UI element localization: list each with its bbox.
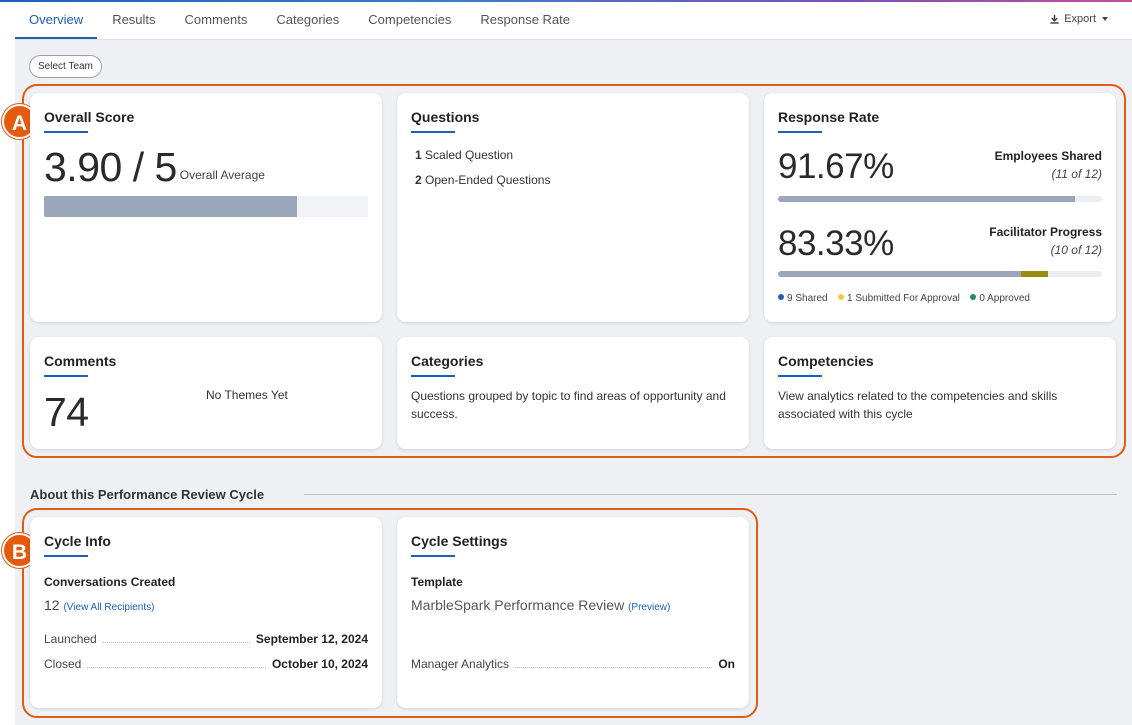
- response-legend: 9 Shared 1 Submitted For Approval 0 Appr…: [778, 288, 1036, 306]
- legend-label: 1 Submitted For Approval: [847, 293, 960, 304]
- question-item: 1 Scaled Question: [415, 148, 513, 162]
- legend-label: 0 Approved: [979, 293, 1030, 304]
- legend-dot: [970, 294, 977, 300]
- employees-shared-bar: [778, 196, 1102, 202]
- employees-shared-bar-fill: [778, 196, 1075, 202]
- about-section-heading: About this Performance Review Cycle: [30, 487, 265, 502]
- card-title: Cycle Settings: [411, 533, 508, 549]
- dotted-leader: [102, 642, 250, 643]
- legend-label: 9 Shared: [787, 293, 828, 304]
- card-title: Cycle Info: [44, 533, 111, 549]
- select-team-button[interactable]: Select Team: [29, 55, 102, 78]
- title-underline: [411, 375, 455, 377]
- competencies-card[interactable]: Competencies View analytics related to t…: [764, 337, 1116, 449]
- chevron-down-icon: [1102, 17, 1108, 21]
- top-accent-line: [0, 0, 1132, 2]
- legend-item-shared: 9 Shared: [778, 293, 828, 304]
- employees-shared-label: Employees Shared: [994, 149, 1102, 163]
- tab-categories[interactable]: Categories: [276, 12, 340, 27]
- question-count: 1: [415, 148, 422, 162]
- title-underline: [778, 131, 822, 133]
- facilitator-progress-percent: 83.33%: [778, 224, 894, 263]
- manager-analytics-label: Manager Analytics: [411, 657, 510, 671]
- template-label: Template: [411, 575, 463, 589]
- card-title: Questions: [411, 109, 480, 125]
- categories-card[interactable]: Categories Questions grouped by topic to…: [397, 337, 749, 449]
- launched-label: Launched: [44, 632, 97, 646]
- question-label: Scaled Question: [425, 148, 514, 162]
- card-title: Comments: [44, 353, 117, 369]
- comments-count: 74: [44, 389, 89, 435]
- tab-results[interactable]: Results: [112, 12, 156, 27]
- closed-row: Closed October 10, 2024: [44, 657, 368, 671]
- main-content: Select Team A Overall Score 3.90 / 5 Ove…: [2, 40, 1132, 725]
- title-underline: [44, 131, 88, 133]
- top-tab-bar: Overview Results Comments Categories Com…: [15, 2, 1132, 40]
- legend-item-submitted: 1 Submitted For Approval: [838, 293, 960, 304]
- cycle-settings-card: Cycle Settings Template MarbleSpark Perf…: [397, 517, 749, 708]
- conversations-count: 12: [44, 597, 60, 613]
- title-underline: [411, 555, 455, 557]
- facilitator-progress-bar: [778, 271, 1102, 277]
- competencies-description: View analytics related to the competenci…: [778, 389, 1058, 421]
- score-bar-track: [44, 196, 368, 217]
- comments-card[interactable]: Comments 74 No Themes Yet: [30, 337, 382, 449]
- tab-comments[interactable]: Comments: [184, 12, 248, 27]
- card-title: Overall Score: [44, 109, 135, 125]
- conversations-created-label: Conversations Created: [44, 575, 176, 589]
- view-all-recipients-link[interactable]: (View All Recipients): [63, 602, 155, 613]
- legend-dot: [778, 294, 784, 300]
- card-title: Competencies: [778, 353, 874, 369]
- conversations-created-row: 12 (View All Recipients): [44, 597, 154, 613]
- download-icon: [1050, 14, 1059, 24]
- facilitator-shared-fill: [778, 271, 1021, 277]
- legend-dot: [838, 294, 845, 300]
- highlight-region-b: [22, 508, 758, 718]
- overall-score-card[interactable]: Overall Score 3.90 / 5 Overall Average: [30, 93, 382, 322]
- overall-score-value: 3.90 / 5: [44, 144, 177, 190]
- launched-value: September 12, 2024: [255, 632, 368, 646]
- dotted-leader: [87, 667, 266, 668]
- facilitator-progress-detail: (10 of 12): [1050, 243, 1102, 257]
- export-label: Export: [1064, 13, 1096, 25]
- dotted-leader: [515, 667, 713, 668]
- score-bar-fill: [44, 196, 297, 217]
- section-divider: [304, 494, 1117, 495]
- question-item: 2 Open-Ended Questions: [415, 173, 550, 187]
- employees-shared-percent: 91.67%: [778, 147, 894, 186]
- template-row: MarbleSpark Performance Review (Preview): [411, 597, 670, 613]
- highlight-region-a: [22, 84, 1126, 458]
- title-underline: [778, 375, 822, 377]
- closed-value: October 10, 2024: [271, 657, 368, 671]
- card-title: Response Rate: [778, 109, 880, 125]
- cycle-info-card: Cycle Info Conversations Created 12 (Vie…: [30, 517, 382, 708]
- preview-link[interactable]: (Preview): [628, 602, 671, 613]
- facilitator-progress-label: Facilitator Progress: [989, 225, 1102, 239]
- question-count: 2: [415, 173, 422, 187]
- tab-competencies[interactable]: Competencies: [368, 12, 452, 27]
- manager-analytics-row: Manager Analytics On: [411, 657, 735, 671]
- categories-description: Questions grouped by topic to find areas…: [411, 389, 726, 421]
- export-button[interactable]: Export: [1049, 13, 1108, 25]
- employees-shared-detail: (11 of 12): [1051, 167, 1102, 181]
- closed-label: Closed: [44, 657, 82, 671]
- question-label: Open-Ended Questions: [425, 173, 551, 187]
- response-rate-card[interactable]: Response Rate 91.67% Employees Shared (1…: [764, 93, 1116, 322]
- title-underline: [411, 131, 455, 133]
- title-underline: [44, 555, 88, 557]
- card-title: Categories: [411, 353, 484, 369]
- title-underline: [44, 375, 88, 377]
- facilitator-submitted-fill: [1021, 271, 1048, 277]
- tab-response-rate[interactable]: Response Rate: [480, 12, 571, 27]
- questions-card[interactable]: Questions 1 Scaled Question 2 Open-Ended…: [397, 93, 749, 322]
- manager-analytics-value: On: [718, 657, 735, 671]
- no-themes-text: No Themes Yet: [206, 388, 288, 402]
- legend-item-approved: 0 Approved: [970, 293, 1030, 304]
- launched-row: Launched September 12, 2024: [44, 632, 368, 646]
- tab-overview[interactable]: Overview: [15, 3, 98, 39]
- overall-average-label: Overall Average: [179, 168, 265, 182]
- template-name: MarbleSpark Performance Review: [411, 597, 625, 613]
